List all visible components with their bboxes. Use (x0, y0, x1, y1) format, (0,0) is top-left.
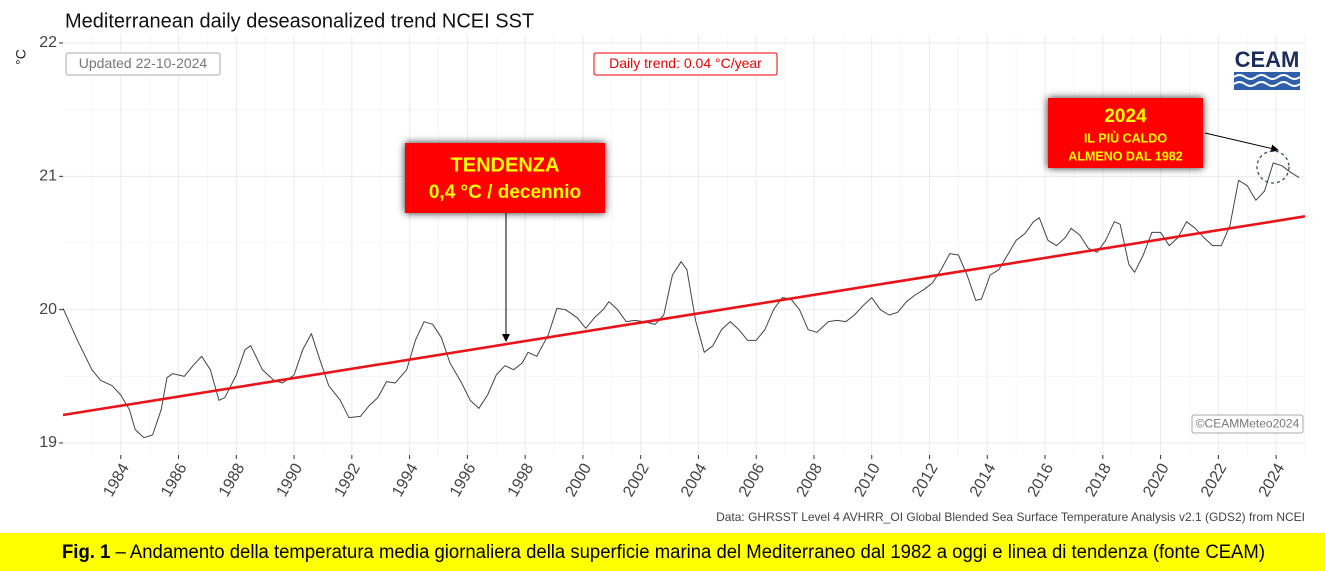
y-tick-label: 21 (39, 168, 57, 185)
trend-box (593, 52, 778, 76)
y-tick-label: 19 (39, 434, 57, 451)
trend-label: Daily trend: 0.04 °C/year (609, 55, 762, 71)
copyright-box (1191, 414, 1304, 434)
logo-waves (1233, 72, 1301, 90)
updated-box (65, 52, 221, 76)
caption-label: Fig. 1 (62, 542, 111, 563)
plot (62, 162, 1306, 439)
y-axis-label: °C (13, 49, 29, 65)
y-tick-label: 20 (39, 301, 57, 318)
record-arrow (1204, 132, 1279, 153)
caption-text: – Andamento della temperatura media gior… (110, 542, 1265, 563)
caption-band (0, 533, 1325, 571)
series-line (62, 215, 1306, 417)
copyright: ©CEAMMeteo2024 (1196, 417, 1300, 431)
record-line1: IL PIÙ CALDO (1084, 130, 1167, 145)
record-circle (1256, 150, 1290, 184)
record-box (1048, 98, 1203, 168)
source: Data: GHRSST Level 4 AVHRR_OI Global Ble… (716, 510, 1305, 524)
caption: Fig. 1 – Andamento della temperatura med… (62, 542, 1265, 563)
chart-title: Mediterranean daily deseasonalized trend… (65, 10, 534, 32)
logo-text: CEAM (1235, 47, 1300, 72)
tendenza-subtitle: 0,4 °C / decennio (429, 182, 581, 203)
record-title: 2024 (1104, 106, 1147, 127)
tendenza-title: TENDENZA (451, 154, 560, 176)
record-line2: ALMENO DAL 1982 (1068, 149, 1182, 163)
y-tick-label: 22 (39, 34, 57, 51)
tendenza-box (405, 143, 605, 213)
updated-label: Updated 22-10-2024 (79, 55, 208, 71)
